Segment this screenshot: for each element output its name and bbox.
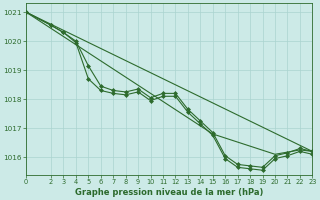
X-axis label: Graphe pression niveau de la mer (hPa): Graphe pression niveau de la mer (hPa) [75, 188, 263, 197]
